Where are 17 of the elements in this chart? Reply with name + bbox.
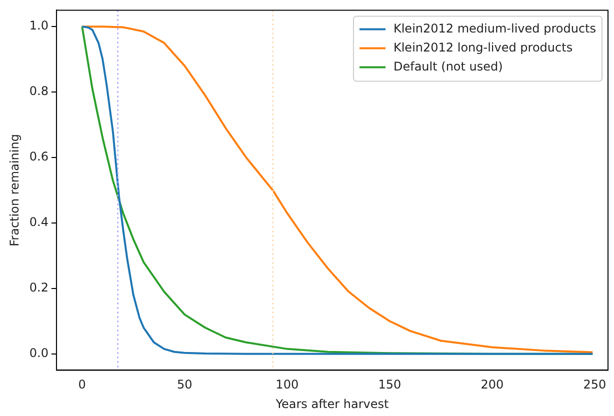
y-tick-label: 0.6	[29, 150, 48, 164]
x-tick-label: 150	[378, 378, 402, 392]
y-axis-title: Fraction remaining	[7, 134, 22, 246]
y-tick-label: 0.4	[29, 215, 48, 230]
y-tick-label: 1.0	[29, 18, 48, 33]
x-tick-label: 250	[583, 378, 606, 392]
y-tick-label: 0.8	[29, 84, 48, 98]
x-tick-label: 50	[176, 378, 192, 392]
x-tick-label: 200	[480, 378, 504, 392]
y-tick-label: 0.0	[29, 346, 48, 360]
legend-label: Klein2012 long-lived products	[393, 40, 573, 54]
x-tick-label: 0	[78, 378, 86, 392]
legend-label: Default (not used)	[393, 59, 503, 74]
y-tick-label: 0.2	[29, 280, 48, 295]
legend-label: Klein2012 medium-lived products	[393, 21, 596, 36]
x-axis-title: Years after harvest	[274, 396, 390, 411]
x-tick-label: 100	[276, 378, 299, 392]
